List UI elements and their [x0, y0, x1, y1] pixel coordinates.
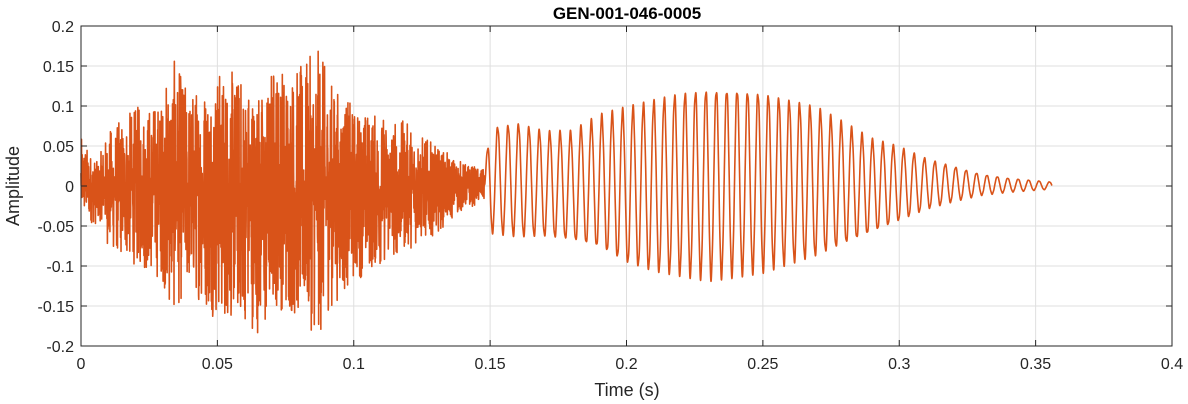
y-tick-label: 0.15 — [43, 59, 74, 76]
y-tick-label: -0.15 — [38, 299, 75, 316]
x-tick-label: 0.3 — [888, 356, 910, 373]
x-tick-label: 0.15 — [475, 356, 506, 373]
y-tick-label: -0.1 — [46, 259, 74, 276]
x-tick-label: 0 — [77, 356, 86, 373]
signal-line — [80, 50, 1053, 334]
y-tick-label: 0.05 — [43, 139, 74, 156]
x-axis-label: Time (s) — [594, 380, 659, 400]
x-tick-label: 0.1 — [343, 356, 365, 373]
y-axis: -0.2 -0.15 -0.1 -0.05 0 0.05 0.1 0.15 0.2 — [38, 19, 1172, 356]
x-tick-label: 0.05 — [202, 356, 233, 373]
x-tick-label: 0.2 — [615, 356, 637, 373]
y-tick-label: -0.05 — [38, 219, 75, 236]
y-tick-label: 0.1 — [52, 99, 74, 116]
y-tick-label: 0 — [65, 179, 74, 196]
x-tick-label: 0.25 — [747, 356, 778, 373]
y-tick-label: 0.2 — [52, 19, 74, 36]
y-tick-label: -0.2 — [46, 339, 74, 356]
signal-series — [80, 50, 1053, 334]
y-axis-label: Amplitude — [3, 146, 23, 226]
x-tick-label: 0.35 — [1020, 356, 1051, 373]
chart-title: GEN-001-046-0005 — [553, 4, 701, 23]
x-axis: 0 0.05 0.1 0.15 0.2 0.25 0.3 0.35 0.4 — [77, 26, 1183, 373]
x-tick-label: 0.4 — [1161, 356, 1183, 373]
